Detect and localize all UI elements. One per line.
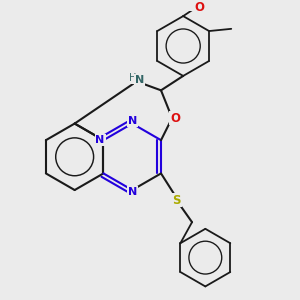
- Text: N: N: [95, 135, 105, 145]
- Text: N: N: [135, 75, 145, 85]
- Text: O: O: [195, 1, 205, 14]
- Text: S: S: [172, 194, 181, 206]
- Text: N: N: [128, 187, 137, 197]
- Text: H: H: [128, 73, 136, 83]
- Text: O: O: [170, 112, 180, 124]
- Text: N: N: [128, 116, 137, 126]
